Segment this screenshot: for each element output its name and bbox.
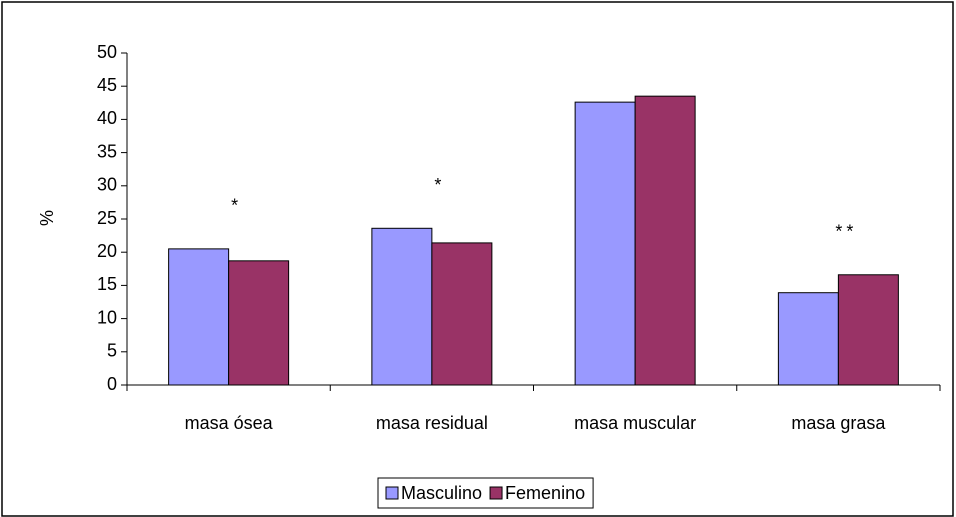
legend-box xyxy=(377,477,594,509)
y-tick-label: 0 xyxy=(107,374,117,394)
annotation: * xyxy=(231,196,242,216)
x-tick-label: masa residual xyxy=(376,413,488,433)
bar xyxy=(777,292,839,386)
x-tick-label: masa grasa xyxy=(791,413,886,433)
x-tick-label: masa muscular xyxy=(574,413,696,433)
bar xyxy=(634,95,696,386)
legend-swatch xyxy=(489,486,503,500)
y-tick-label: 30 xyxy=(97,175,117,195)
annotation: ** xyxy=(835,222,857,242)
y-tick-label: 40 xyxy=(97,108,117,128)
y-tick-label: 35 xyxy=(97,141,117,161)
bar xyxy=(837,274,899,386)
y-tick-label: 10 xyxy=(97,307,117,327)
bar xyxy=(168,248,230,386)
annotation: * xyxy=(434,175,445,195)
legend-label: Masculino xyxy=(401,483,482,503)
y-tick-label: 15 xyxy=(97,274,117,294)
y-tick-label: 25 xyxy=(97,208,117,228)
legend-label: Femenino xyxy=(505,483,585,503)
bar xyxy=(228,260,290,386)
x-tick-label: masa ósea xyxy=(185,413,274,433)
y-tick-label: 50 xyxy=(97,42,117,62)
y-axis-label: % xyxy=(37,210,57,226)
bar xyxy=(431,242,493,386)
y-tick-label: 45 xyxy=(97,75,117,95)
bar xyxy=(574,101,636,386)
bar xyxy=(371,227,433,386)
legend-swatch xyxy=(385,486,399,500)
y-tick-label: 5 xyxy=(107,341,117,361)
y-tick-label: 20 xyxy=(97,241,117,261)
